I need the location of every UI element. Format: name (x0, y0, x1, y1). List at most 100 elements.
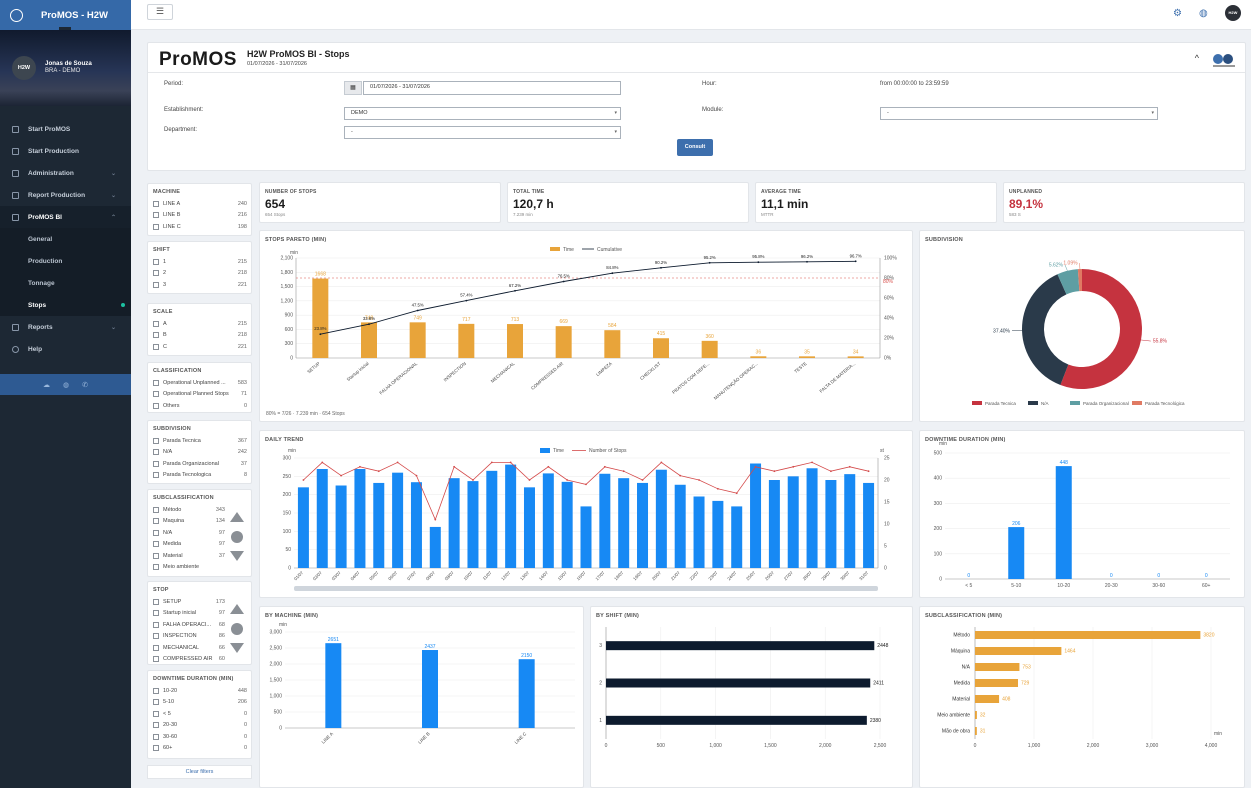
filter-option[interactable]: COMPRESSED AIR 60 (153, 654, 225, 665)
filter-option[interactable]: 60+ 0 (153, 743, 247, 755)
scroll-down-icon[interactable] (230, 551, 244, 561)
filter-option[interactable]: Meio ambiente (153, 562, 225, 574)
checkbox[interactable] (153, 733, 159, 740)
filter-option[interactable]: LINE C 198 (153, 221, 247, 233)
checkbox[interactable] (153, 506, 159, 513)
filter-option[interactable]: Others 0 (153, 400, 247, 412)
checkbox[interactable] (153, 633, 159, 640)
checkbox[interactable] (153, 402, 159, 409)
checkbox[interactable] (153, 270, 159, 277)
menu-start-production[interactable]: Start Production (0, 140, 131, 162)
menu-toggle-icon[interactable]: ☰ (147, 4, 173, 20)
filter-option[interactable]: 2 218 (153, 268, 247, 280)
checkbox[interactable] (153, 621, 159, 628)
checkbox[interactable] (153, 472, 159, 479)
filter-option[interactable]: N/A 242 (153, 447, 247, 459)
checkbox[interactable] (153, 644, 159, 651)
filter-option[interactable]: Operational Unplanned ... 583 (153, 377, 247, 389)
checkbox[interactable] (153, 332, 159, 339)
establishment-select[interactable]: DEMO ▾ (344, 107, 621, 120)
filter-option[interactable]: MECHANICAL 66 (153, 642, 225, 654)
filter-option[interactable]: LINE B 216 (153, 210, 247, 222)
checkbox[interactable] (153, 610, 159, 617)
filter-option[interactable]: SETUP 173 (153, 596, 225, 608)
menu-reports[interactable]: Reports ⌄ (0, 316, 131, 338)
module-select[interactable]: - ▾ (880, 107, 1158, 120)
filter-option[interactable]: Método 343 (153, 504, 225, 516)
menu-administration[interactable]: Administration ⌄ (0, 162, 131, 184)
checkbox[interactable] (153, 745, 159, 752)
filter-option[interactable]: Parada Tecnologica 8 (153, 470, 247, 482)
globe-icon[interactable]: ◍ (63, 381, 70, 389)
scroll-reset-icon[interactable] (231, 531, 243, 543)
submenu-tonnage[interactable]: Tonnage (28, 279, 55, 287)
checkbox[interactable] (153, 687, 159, 694)
checkbox[interactable] (153, 552, 159, 559)
checkbox[interactable] (153, 391, 159, 398)
checkbox[interactable] (153, 656, 159, 663)
checkbox[interactable] (153, 343, 159, 350)
filter-option[interactable]: Startup inicial 97 (153, 608, 225, 620)
filter-option[interactable]: INSPECTION 86 (153, 631, 225, 643)
clear-filters-button[interactable]: Clear filters (147, 765, 252, 779)
menu-start-promos[interactable]: Start ProMOS (0, 118, 131, 140)
checkbox[interactable] (153, 281, 159, 288)
filter-option[interactable]: 20-30 0 (153, 720, 247, 732)
checkbox[interactable] (153, 223, 159, 230)
submenu-general[interactable]: General (28, 235, 53, 243)
checkbox[interactable] (153, 699, 159, 706)
filter-option[interactable]: Parada Organizacional 37 (153, 458, 247, 470)
filter-option[interactable]: Material 37 (153, 550, 225, 562)
settings-icon[interactable]: ⚙ (1173, 8, 1182, 19)
scroll-reset-icon[interactable] (231, 623, 243, 635)
brand-bar[interactable]: ProMOS - H2W (0, 0, 131, 30)
department-select[interactable]: - ▾ (344, 126, 621, 139)
checkbox[interactable] (153, 258, 159, 265)
checkbox[interactable] (153, 518, 159, 525)
cloud-icon[interactable]: ☁ (43, 381, 50, 389)
menu-promos-bi[interactable]: ProMOS BI ⌃ (0, 206, 131, 228)
filter-option[interactable]: B 218 (153, 330, 247, 342)
filter-option[interactable]: Maquina 134 (153, 516, 225, 528)
checkbox[interactable] (153, 564, 159, 571)
checkbox[interactable] (153, 437, 159, 444)
filter-option[interactable]: 5-10 206 (153, 697, 247, 709)
checkbox[interactable] (153, 598, 159, 605)
filter-option[interactable]: Operational Planned Stops 71 (153, 389, 247, 401)
scroll-up-icon[interactable] (230, 512, 244, 522)
filter-option[interactable]: 3 221 (153, 279, 247, 291)
scroll-down-icon[interactable] (230, 643, 244, 653)
filter-option[interactable]: 1 215 (153, 256, 247, 268)
filter-option[interactable]: FALHA OPERACI... 68 (153, 619, 225, 631)
checkbox[interactable] (153, 320, 159, 327)
checkbox[interactable] (153, 200, 159, 207)
filter-option[interactable]: 10-20 448 (153, 685, 247, 697)
filter-option[interactable]: 30-60 0 (153, 731, 247, 743)
checkbox[interactable] (153, 722, 159, 729)
filter-option[interactable]: Medida 97 (153, 539, 225, 551)
avatar[interactable]: H2W (12, 56, 36, 80)
submenu-production[interactable]: Production (28, 257, 63, 265)
checkbox[interactable] (153, 379, 159, 386)
checkbox[interactable] (153, 710, 159, 717)
consult-button[interactable]: Consult (677, 139, 713, 156)
filter-option[interactable]: N/A 97 (153, 527, 225, 539)
period-input[interactable]: 01/07/2026 - 31/07/2026 (363, 81, 621, 95)
filter-option[interactable]: A 215 (153, 318, 247, 330)
menu-help[interactable]: Help (0, 338, 131, 360)
filter-option[interactable]: C 221 (153, 341, 247, 353)
checkbox[interactable] (153, 212, 159, 219)
filter-option[interactable]: < 5 0 (153, 708, 247, 720)
checkbox[interactable] (153, 529, 159, 536)
menu-report-production[interactable]: Report Production ⌄ (0, 184, 131, 206)
checkbox[interactable] (153, 541, 159, 548)
checkbox[interactable] (153, 460, 159, 467)
filter-option[interactable]: Parada Tecnica 367 (153, 435, 247, 447)
calendar-icon[interactable]: ▦ (344, 81, 362, 95)
collapse-icon[interactable]: ^ (1194, 53, 1199, 63)
horizontal-scrollbar[interactable] (294, 586, 878, 591)
language-globe-icon[interactable]: ◍ (1199, 8, 1208, 19)
submenu-stops[interactable]: Stops (0, 294, 131, 316)
checkbox[interactable] (153, 449, 159, 456)
filter-option[interactable]: LINE A 240 (153, 198, 247, 210)
